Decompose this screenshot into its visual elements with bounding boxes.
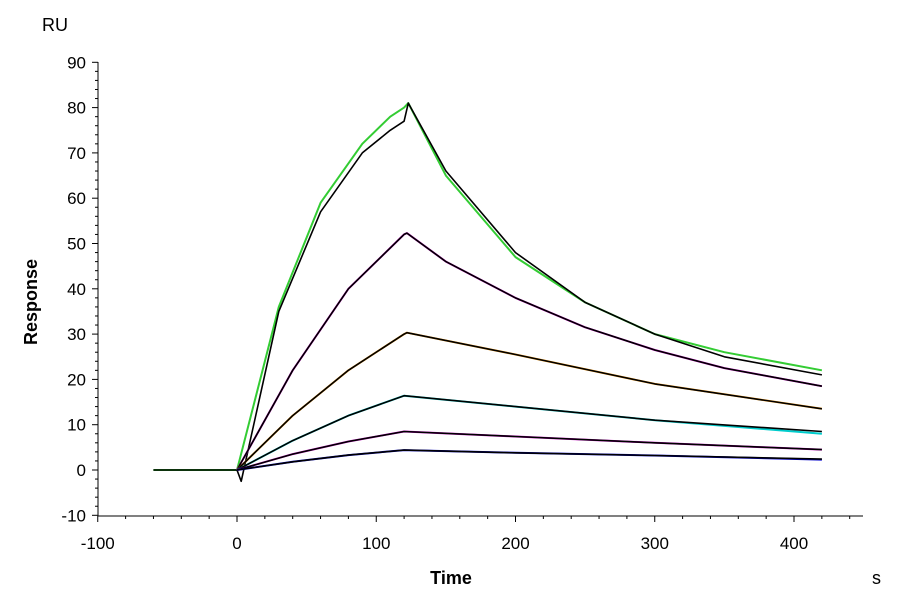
y-tick-label: 80 <box>67 99 86 118</box>
y-tick-label: 30 <box>67 325 86 344</box>
fit-curve-5 <box>236 331 823 471</box>
axes <box>97 62 863 517</box>
y-axis-title: Response <box>21 259 41 345</box>
x-axis-title: Time <box>430 568 472 588</box>
fit-curve-7 <box>236 394 822 471</box>
y-tick-label: 90 <box>67 53 86 72</box>
measured-curve-2 <box>236 232 823 471</box>
x-unit-label: s <box>872 568 881 588</box>
fit-curve-3 <box>236 232 823 471</box>
x-tick-label: 200 <box>501 534 529 553</box>
x-tick-label: 300 <box>641 534 669 553</box>
y-tick-label: 60 <box>67 189 86 208</box>
y-tick-label: 70 <box>67 144 86 163</box>
y-tick-label: -10 <box>61 506 86 525</box>
fit-curve-11 <box>236 449 822 471</box>
fit-curve-1 <box>153 102 823 483</box>
y-unit-label: RU <box>42 15 68 35</box>
measured-curve-0 <box>153 102 823 471</box>
y-tick-label: 20 <box>67 370 86 389</box>
fit-curve-9 <box>236 430 822 471</box>
y-tick-label: 40 <box>67 280 86 299</box>
y-tick-label: 0 <box>77 461 86 480</box>
series <box>153 102 823 483</box>
y-tick-label: 10 <box>67 416 86 435</box>
x-tick-label: -100 <box>81 534 115 553</box>
y-tick-label: 50 <box>67 235 86 254</box>
x-tick-label: 0 <box>232 534 241 553</box>
x-tick-label: 400 <box>780 534 808 553</box>
x-tick-label: 100 <box>362 534 390 553</box>
